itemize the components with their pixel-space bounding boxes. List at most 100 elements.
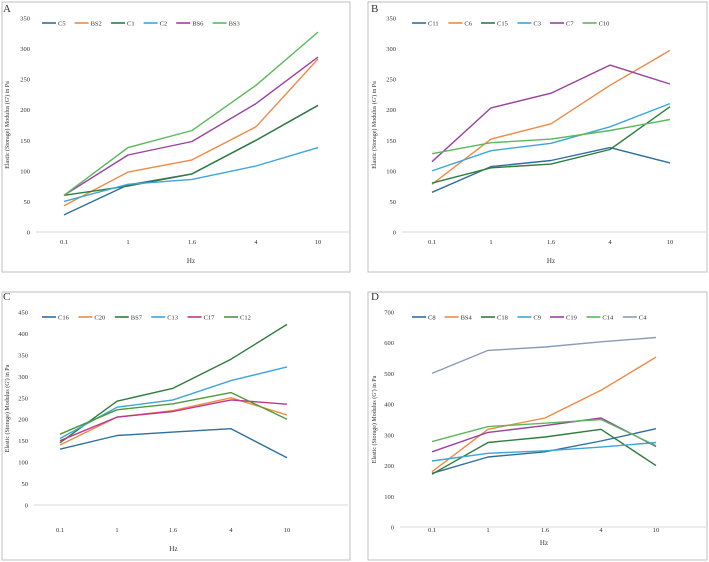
series-line-c12 [59,391,288,435]
legend-entry: BS2 [91,21,102,28]
legend-entry: C7 [566,21,574,28]
x-tick-label: 1 [115,527,118,534]
legend-entry: C9 [533,315,541,322]
panel-label: A [3,3,11,15]
x-tick-label: 0.1 [428,527,436,534]
y-tick-label: 250 [20,77,30,84]
x-tick-label: 0.1 [428,239,436,246]
y-tick-label: 450 [18,310,28,317]
y-tick-label: 50 [22,481,29,488]
legend-entry: C13 [167,315,178,322]
legend-entry: C3 [533,21,541,28]
series-line-c14 [431,418,657,447]
y-tick-label: 400 [18,331,28,338]
series-line-c9 [431,441,657,462]
y-tick-label: 300 [18,374,28,381]
legend-entry: C20 [94,315,105,322]
series-line-c15 [431,106,671,184]
y-tick-label: 300 [20,46,30,53]
y-tick-label: 250 [386,77,396,84]
series-line-bs3 [63,31,319,196]
panel-frame [367,291,708,561]
x-tick-label: 0.1 [60,239,68,246]
y-tick-label: 0 [391,525,394,532]
legend-entry: C4 [639,315,647,322]
legend-entry: C19 [566,315,577,322]
legend-entry: C8 [428,315,436,322]
panel-label: D [371,291,379,303]
y-tick-label: 200 [384,463,394,470]
x-tick-label: 4 [229,527,233,534]
y-tick-label: 0 [27,230,30,237]
series-line-bs4 [431,356,657,473]
legend-entry: C6 [464,21,472,28]
x-tick-label: 4 [608,239,612,246]
y-tick-label: 0 [393,230,396,237]
legend-entry: C16 [58,315,70,322]
panel-frame [367,1,708,273]
series-line-bs6 [63,56,319,196]
y-tick-label: 700 [384,310,394,317]
y-axis-label: Elastic (Storage) Modulus (G') in Pa [371,375,378,463]
legend-entry: C15 [497,21,508,28]
series-line-c11 [431,146,671,193]
chart-panel-A: A 0 50 100 150 200 250 300 350 0.1 1 1.6 4 10 Hz Elasti… [1,1,351,273]
series-line-bs7 [59,323,288,444]
series-line-c7 [431,64,671,163]
chart-panel-C: C 0 50 100 150 200 250 300 350 400 450 0.1 1 1.6 4 10 Hz… [1,291,351,561]
panel-frame [1,291,351,561]
y-axis-label: Elastic (Storage) Modulus (G') in Pa [4,81,11,169]
legend-entry: C11 [428,21,439,28]
y-tick-label: 50 [390,199,397,206]
x-tick-label: 1 [489,239,492,246]
series-line-c18 [431,428,657,475]
x-tick-label: 4 [599,527,603,534]
y-tick-label: 200 [386,107,396,114]
series-line-bs2 [63,58,319,207]
series-line-c2 [63,146,319,203]
legend-entry: BS6 [192,21,204,28]
panel-label: C [3,291,10,303]
legend-entry: C1 [127,21,135,28]
x-tick-label: 1 [486,527,489,534]
y-tick-label: 300 [384,432,394,439]
legend-entry: BS7 [131,315,143,322]
y-tick-label: 400 [384,402,394,409]
y-tick-label: 300 [386,46,396,53]
series-line-c20 [59,397,288,446]
legend-entry: C2 [160,21,168,28]
x-axis-label: Hz [547,257,555,265]
y-tick-label: 100 [386,168,396,175]
series-line-c8 [431,428,657,474]
legend-entry: C14 [602,315,614,322]
x-tick-label: 10 [284,527,291,534]
y-tick-label: 350 [386,16,396,23]
legend-entry: BS4 [461,315,473,322]
y-tick-label: 100 [20,168,30,175]
legend-entry: C12 [240,315,251,322]
series-line-c4 [431,336,657,375]
y-tick-label: 250 [18,395,28,402]
y-axis-label: Elastic (Storage) Modulus (G') in Pa [371,81,378,169]
series-line-c1 [63,104,319,196]
y-tick-label: 350 [18,352,28,359]
y-tick-label: 100 [384,494,394,501]
chart-panel-B: B 0 50 100 150 200 250 300 350 0.1 1 1.6 4 10 Hz Elasti… [367,1,708,273]
legend-entry: C18 [497,315,508,322]
x-tick-label: 1 [126,239,129,246]
y-tick-label: 600 [384,340,394,347]
y-tick-label: 500 [384,371,394,378]
x-tick-label: 10 [667,239,674,246]
y-tick-label: 150 [20,138,30,145]
legend-entry: C10 [599,21,610,28]
x-tick-label: 1.6 [541,527,550,534]
x-tick-label: 1.6 [169,527,178,534]
y-tick-label: 0 [25,503,28,510]
panel-frame [1,1,351,273]
y-tick-label: 350 [20,16,30,23]
x-axis-label: Hz [540,539,548,547]
panel-label: B [371,3,378,15]
chart-panel-D: D 0 100 200 300 400 500 600 700 0.1 1 1.6 4 10 Hz Elast… [367,291,708,561]
series-line-c10 [431,118,671,155]
